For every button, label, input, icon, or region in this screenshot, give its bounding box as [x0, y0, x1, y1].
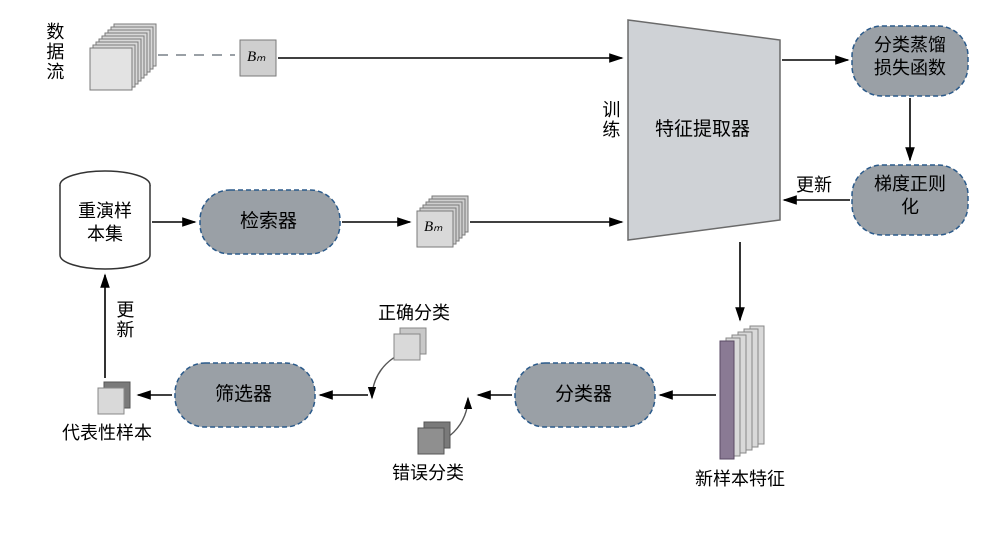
data-stream-stack	[90, 24, 156, 90]
representative-stack	[98, 382, 130, 414]
bm-block-top	[240, 40, 276, 76]
loss-node	[852, 26, 968, 96]
wrong-stack	[418, 422, 450, 454]
bm-block-mid	[417, 196, 468, 247]
retriever-node	[200, 190, 340, 254]
correct-stack	[394, 328, 426, 360]
filter-node	[175, 363, 315, 427]
feature-extractor-node	[628, 20, 780, 240]
resample-cylinder	[60, 171, 150, 269]
diagram-canvas	[0, 0, 1000, 535]
grad-reg-node	[852, 165, 968, 235]
feature-stack	[720, 326, 764, 459]
classifier-node	[515, 363, 655, 427]
